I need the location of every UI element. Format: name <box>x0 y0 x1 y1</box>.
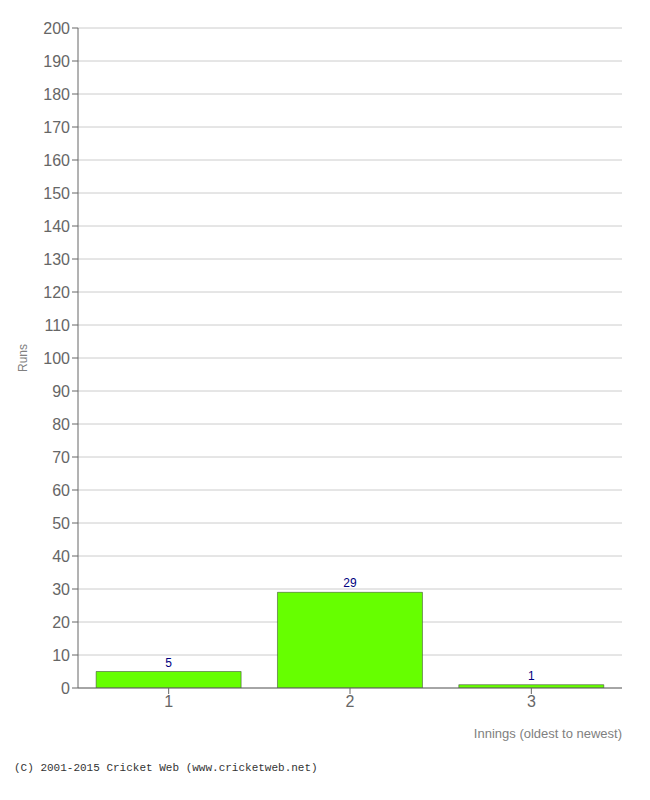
svg-text:Innings (oldest to newest): Innings (oldest to newest) <box>474 726 622 741</box>
svg-text:60: 60 <box>52 482 70 499</box>
svg-text:Runs: Runs <box>16 344 30 372</box>
svg-text:150: 150 <box>43 185 70 202</box>
svg-text:110: 110 <box>44 317 70 334</box>
svg-text:80: 80 <box>52 416 70 433</box>
svg-text:40: 40 <box>52 548 70 565</box>
svg-text:3: 3 <box>527 693 536 710</box>
svg-text:1: 1 <box>164 693 173 710</box>
svg-text:190: 190 <box>43 53 70 70</box>
svg-text:30: 30 <box>52 581 70 598</box>
svg-text:200: 200 <box>43 20 70 37</box>
svg-text:29: 29 <box>343 576 357 590</box>
svg-text:130: 130 <box>43 251 70 268</box>
svg-text:120: 120 <box>43 284 70 301</box>
svg-text:0: 0 <box>61 680 70 697</box>
svg-text:5: 5 <box>165 656 172 670</box>
svg-text:70: 70 <box>52 449 70 466</box>
svg-text:170: 170 <box>43 119 70 136</box>
svg-text:2: 2 <box>346 693 355 710</box>
svg-text:20: 20 <box>52 614 70 631</box>
svg-text:10: 10 <box>52 647 70 664</box>
html-text:(C) 2001-2015 Cricket Web (www: (C) 2001-2015 Cricket Web (www.cricketwe… <box>14 762 318 774</box>
svg-text:160: 160 <box>43 152 70 169</box>
svg-text:50: 50 <box>52 515 70 532</box>
svg-text:140: 140 <box>43 218 70 235</box>
svg-text:180: 180 <box>43 86 70 103</box>
svg-text:100: 100 <box>43 350 70 367</box>
svg-text:1: 1 <box>528 669 535 683</box>
svg-text:90: 90 <box>52 383 70 400</box>
